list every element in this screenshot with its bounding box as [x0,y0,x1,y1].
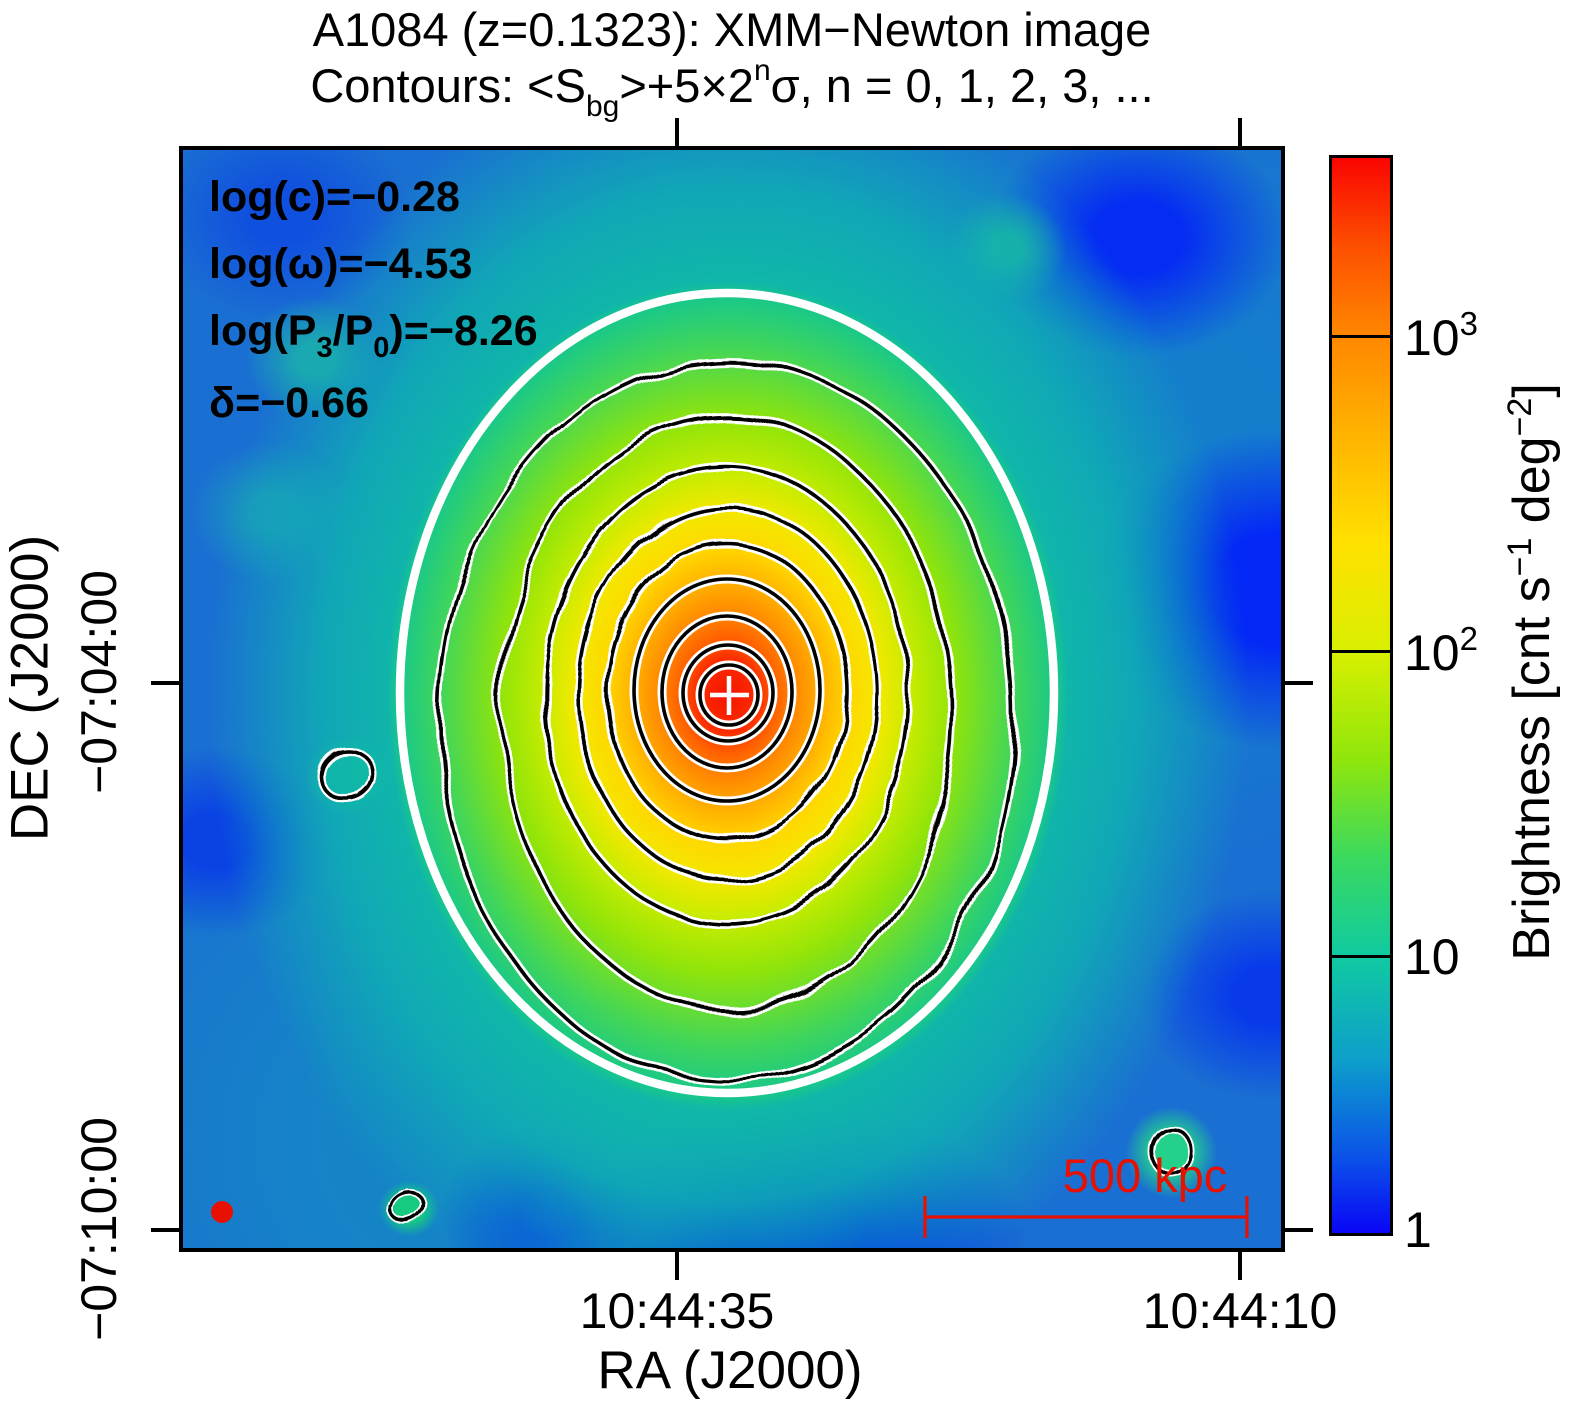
colorbar-tick-1000 [1332,335,1390,339]
y-tick-mark-left-2 [151,1228,179,1232]
x-tick-label-1: 10:44:35 [579,1283,775,1339]
outer-contours [435,355,1019,1085]
subtitle-mid: >+5×2 [619,59,754,112]
subtitle-superscript: n [753,54,771,87]
colorbar [1329,155,1393,1236]
colorbar-axis-label: Brightness [cnt s−1 deg−2] [1501,383,1561,961]
sky-map-panel: 500 kpc log(c)=−0.28 log(ω)=−4.53 log(P3… [179,146,1285,1252]
colorbar-tick-10 [1332,954,1390,958]
y-tick-mark-left-1 [151,681,179,685]
colorbar-tick-100 [1332,650,1390,654]
subtitle-pre: Contours: <S [310,59,586,112]
x-axis-label: RA (J2000) [597,1341,863,1400]
x-tick-mark-top-1 [675,118,679,146]
y-tick-mark-right-2 [1285,1228,1313,1232]
annotation-concentration: log(c)=−0.28 [209,173,460,221]
scale-bar-label: 500 kpc [1063,1149,1228,1202]
aperture-ellipse [395,288,1059,1098]
middle-contours [316,463,1196,1227]
center-cross-marker [710,676,749,715]
y-tick-label-1: −07:04:00 [71,570,127,794]
subtitle-subscript: bg [585,90,620,123]
x-tick-mark-bottom-1 [675,1252,679,1280]
colorbar-tick-label-10: 10 [1404,929,1460,985]
colorbar-tick-label-1000: 103 [1404,305,1478,366]
x-tick-mark-bottom-2 [1238,1252,1242,1280]
x-tick-mark-top-2 [1238,118,1242,146]
subtitle-post: σ, n = 0, 1, 2, 3, ... [770,59,1154,112]
annotation-power-ratio: log(P3/P0)=−8.26 [209,307,538,364]
x-tick-label-2: 10:44:10 [1142,1283,1338,1339]
colorbar-tick-label-100: 102 [1404,620,1478,681]
y-tick-mark-right-1 [1285,681,1313,685]
map-overlay-graphics: 500 kpc [211,288,1249,1238]
annotation-delta: δ=−0.66 [209,379,369,427]
inner-contours [629,574,825,806]
scale-bar [923,1196,1249,1238]
colorbar-tick-label-1: 1 [1404,1202,1432,1258]
psf-dot-marker [211,1201,233,1223]
y-tick-label-2: −07:10:00 [71,1117,127,1341]
y-axis-label: DEC (J2000) [0,534,60,842]
annotation-centroid-shift: log(ω)=−4.53 [209,240,473,288]
figure-subtitle: Contours: <Sbg>+5×2nσ, n = 0, 1, 2, 3, .… [179,54,1285,123]
morphology-annotations: log(c)=−0.28 log(ω)=−4.53 log(P3/P0)=−8.… [209,164,538,437]
page-title: A1084 (z=0.1323): XMM−Newton image [312,3,1152,56]
